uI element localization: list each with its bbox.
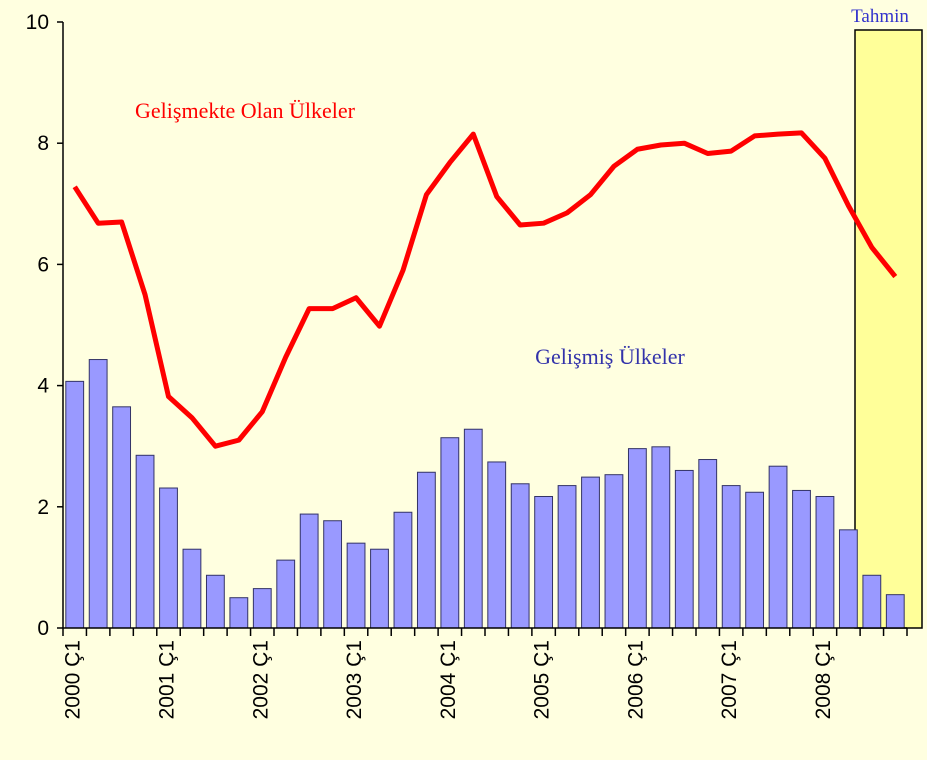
x-tick-label: 2004 Ç1 bbox=[437, 640, 460, 719]
forecast-label: Tahmin bbox=[851, 6, 909, 27]
y-tick-label: 2 bbox=[37, 496, 49, 519]
bar bbox=[393, 511, 413, 629]
bar bbox=[885, 594, 905, 629]
x-tick-label: 2006 Ç1 bbox=[624, 640, 647, 719]
bar bbox=[534, 495, 554, 629]
bar bbox=[159, 487, 178, 629]
bar bbox=[721, 485, 741, 629]
bar bbox=[229, 597, 249, 629]
bar bbox=[370, 548, 389, 629]
x-tick-label: 2002 Ç1 bbox=[249, 640, 272, 719]
bar bbox=[627, 448, 647, 629]
bar bbox=[604, 474, 624, 629]
bar bbox=[581, 476, 600, 629]
y-tick-label: 0 bbox=[37, 617, 49, 640]
bar bbox=[862, 574, 882, 629]
bar bbox=[557, 485, 577, 629]
y-tick-label: 6 bbox=[37, 253, 49, 276]
bar bbox=[65, 380, 85, 629]
bar bbox=[674, 469, 694, 629]
x-tick-label: 2001 Ç1 bbox=[156, 640, 179, 719]
bar bbox=[768, 465, 788, 629]
x-tick-label: 2007 Ç1 bbox=[718, 640, 741, 719]
bar bbox=[276, 559, 296, 629]
bar bbox=[510, 483, 530, 629]
bar bbox=[838, 529, 858, 629]
bar bbox=[463, 428, 483, 629]
bar bbox=[346, 542, 366, 629]
x-tick-label: 2000 Ç1 bbox=[62, 640, 85, 719]
line bbox=[72, 130, 898, 449]
bar bbox=[698, 459, 718, 629]
bar bbox=[815, 495, 835, 629]
bar bbox=[88, 359, 108, 629]
legend-label: Gelişmekte Olan Ülkeler bbox=[135, 98, 356, 123]
bar bbox=[416, 471, 436, 629]
bar bbox=[323, 520, 343, 629]
bar bbox=[299, 513, 319, 629]
bar bbox=[792, 489, 811, 629]
bar bbox=[182, 548, 202, 629]
y-tick-label: 10 bbox=[26, 11, 49, 34]
forecast-box bbox=[854, 29, 923, 629]
bar bbox=[440, 437, 460, 629]
legend-label: Gelişmiş Ülkeler bbox=[535, 344, 685, 369]
x-tick-label: 2003 Ç1 bbox=[343, 640, 366, 719]
bar bbox=[205, 574, 225, 629]
bar bbox=[135, 454, 155, 629]
bar bbox=[112, 406, 132, 629]
bar bbox=[487, 461, 507, 629]
x-tick-label: 2005 Ç1 bbox=[531, 640, 554, 719]
x-tick-label: 2008 Ç1 bbox=[812, 640, 835, 719]
y-tick-label: 4 bbox=[37, 375, 49, 398]
bar bbox=[252, 588, 272, 629]
bar bbox=[651, 446, 671, 629]
bar bbox=[745, 491, 765, 629]
y-tick-label: 8 bbox=[37, 132, 49, 155]
